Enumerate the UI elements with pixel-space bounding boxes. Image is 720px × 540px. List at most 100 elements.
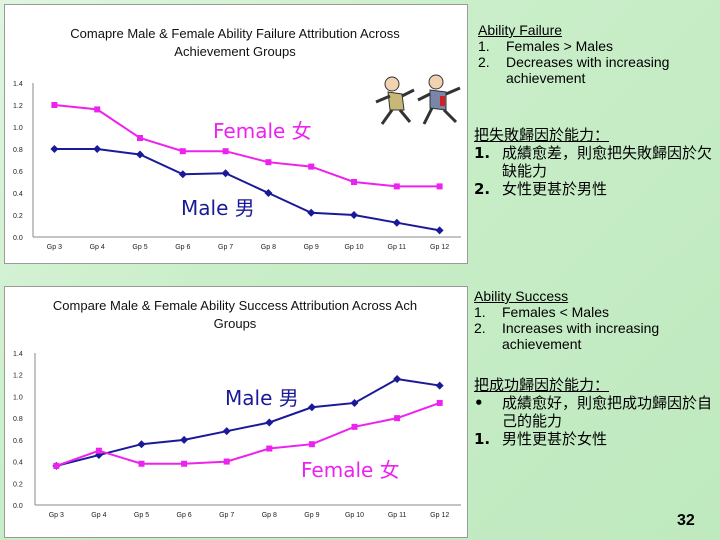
data-point: [393, 375, 402, 384]
x-tick-label: Gp 11: [388, 512, 407, 519]
data-point: [137, 440, 146, 449]
data-point: [308, 163, 315, 170]
list-text: 成績愈差，則愈把失敗歸因於欠缺能力: [502, 144, 713, 180]
x-tick-label: Gp 6: [175, 244, 190, 251]
failure-notes-zh: 把失敗歸因於能力： 1. 成績愈差，則愈把失敗歸因於欠缺能力 2. 女性更甚於男性: [474, 126, 714, 198]
x-tick-label: Gp 8: [261, 244, 276, 251]
list-item: 1. 男性更甚於女性: [474, 430, 714, 448]
list-item: 1. Females < Males: [474, 304, 714, 320]
data-point: [266, 445, 273, 452]
x-tick-label: Gp 12: [430, 244, 449, 251]
running-people-illustration: [375, 74, 461, 125]
series-line: [54, 104, 440, 188]
y-tick-label: 1.2: [13, 373, 23, 380]
list-text: Females > Males: [506, 38, 613, 54]
data-point: [351, 423, 358, 430]
data-point: [94, 106, 101, 113]
y-tick-label: 1.4: [13, 81, 23, 88]
data-point: [350, 398, 359, 407]
y-tick-label: 0.2: [13, 213, 23, 220]
data-point: [181, 460, 188, 467]
data-point: [95, 447, 102, 454]
x-tick-label: Gp 4: [90, 244, 105, 251]
y-tick-label: 1.4: [13, 351, 23, 358]
x-tick-label: Gp 6: [177, 512, 192, 519]
data-point: [138, 460, 145, 467]
data-point: [137, 135, 143, 141]
data-point: [264, 189, 273, 197]
series-label: Female 女: [301, 458, 400, 482]
data-point: [179, 148, 186, 155]
data-point: [392, 218, 401, 227]
data-point: [178, 170, 187, 179]
data-point: [136, 150, 144, 159]
data-point: [435, 226, 444, 235]
list-item: 2. Decreases with increasing achievement: [478, 54, 714, 86]
success-notes-zh-heading: 把成功歸因於能力：: [474, 376, 610, 394]
success-chart-title: Compare Male & Female Ability Success At…: [52, 298, 418, 331]
data-point: [94, 451, 103, 460]
failure-notes-en: Ability Failure 1. Females > Males 2. Decr…: [478, 22, 714, 86]
x-tick-label: Gp 9: [304, 512, 319, 519]
x-tick-label: Gp 11: [388, 244, 407, 251]
data-point: [436, 399, 443, 406]
y-tick-label: 1.2: [13, 103, 23, 110]
failure-chart-panel: Comapre Male & Female Ability Failure At…: [4, 4, 468, 264]
x-tick-label: Gp 3: [49, 512, 64, 519]
list-text: Increases with increasing achievement: [502, 320, 660, 352]
series-label: Male 男: [181, 196, 255, 220]
runner-2-icon: [417, 74, 461, 125]
data-point: [221, 169, 230, 178]
y-tick-label: 1.0: [13, 125, 23, 132]
data-point: [222, 427, 231, 436]
runner-1-icon: [375, 76, 415, 125]
success-chart: 0.0 0.2 0.4 0.6 0.8 1.0 1.2 1.4 Gp 3 Gp 4 Gp 5 Gp 6…: [13, 351, 461, 519]
data-point: [394, 415, 401, 422]
y-tick-label: 0.8: [13, 416, 23, 423]
y-tick-label: 1.0: [13, 394, 23, 401]
list-item: 1. Females > Males: [478, 38, 714, 54]
failure-chart-title: Comapre Male & Female Ability Failure At…: [70, 26, 400, 59]
list-text: 成績愈好，則愈把成功歸因於自己的能力: [502, 394, 713, 430]
data-point: [351, 179, 357, 185]
list-number: 1.: [478, 38, 490, 54]
success-notes-zh: 把成功歸因於能力： • 成績愈好，則愈把成功歸因於自己的能力 1. 男性更甚於女性: [474, 376, 714, 448]
x-tick-label: Gp 4: [91, 512, 106, 519]
x-tick-label: Gp 10: [345, 512, 364, 519]
success-chart-panel: Compare Male & Female Ability Success At…: [4, 286, 468, 538]
series-line: [56, 378, 440, 467]
x-tick-label: Gp 9: [304, 244, 319, 251]
x-tick-label: Gp 12: [430, 512, 449, 519]
data-point: [350, 211, 358, 219]
list-number: 2.: [474, 320, 486, 336]
x-tick-label: Gp 8: [262, 512, 277, 519]
y-tick-label: 0.6: [13, 169, 23, 176]
list-text: Females < Males: [502, 304, 609, 320]
success-notes-en: Ability Success 1. Females < Males 2. Incr…: [474, 288, 714, 352]
data-point: [436, 183, 443, 190]
data-point: [222, 148, 229, 155]
list-number: 1.: [474, 430, 491, 448]
y-tick-label: 0.2: [13, 481, 23, 488]
y-tick-label: 0.6: [13, 438, 23, 445]
list-text: 男性更甚於女性: [502, 430, 608, 448]
list-text: Decreases with increasing achievement: [506, 54, 670, 86]
series-line: [54, 148, 440, 232]
x-tick-label: Gp 5: [132, 244, 147, 251]
x-tick-label: Gp 7: [218, 244, 233, 251]
failure-notes-heading: Ability Failure: [478, 22, 563, 38]
data-point: [308, 441, 315, 448]
y-tick-label: 0.4: [13, 460, 23, 467]
data-point: [53, 462, 60, 469]
data-point: [307, 403, 316, 412]
series-label: Female 女: [213, 119, 312, 143]
page-number: 32: [677, 512, 695, 529]
list-item: 2. 女性更甚於男性: [474, 180, 714, 198]
data-point: [180, 435, 189, 444]
list-number: 1.: [474, 144, 491, 162]
data-point: [265, 159, 272, 166]
list-item: • 成績愈好，則愈把成功歸因於自己的能力: [474, 394, 714, 430]
list-item: 2. Increases with increasing achievement: [474, 320, 714, 352]
x-tick-label: Gp 3: [47, 244, 62, 251]
list-text: 女性更甚於男性: [502, 180, 608, 198]
